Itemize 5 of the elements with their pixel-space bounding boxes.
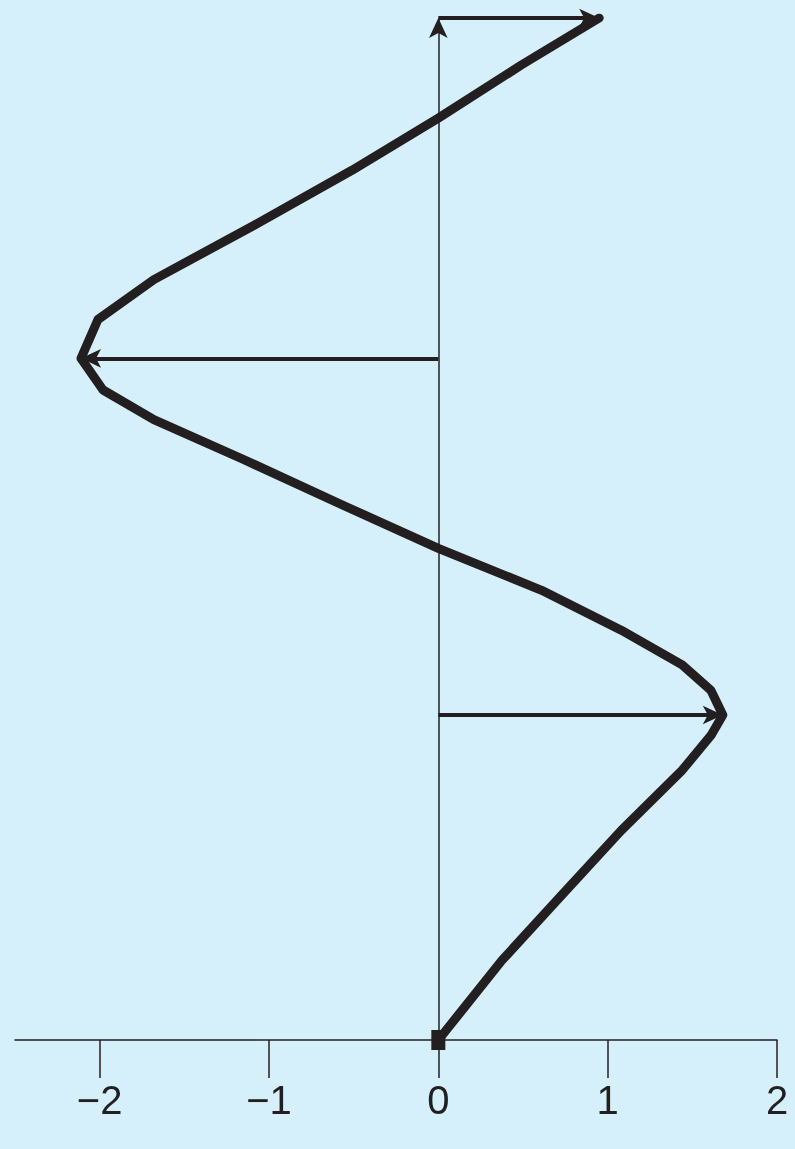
x-tick-label: 1 <box>596 1078 619 1122</box>
x-tick-label: 0 <box>427 1078 450 1122</box>
x-tick-label: −1 <box>246 1078 292 1122</box>
x-tick-label: −2 <box>76 1078 123 1122</box>
x-tick-label: 2 <box>765 1078 789 1122</box>
